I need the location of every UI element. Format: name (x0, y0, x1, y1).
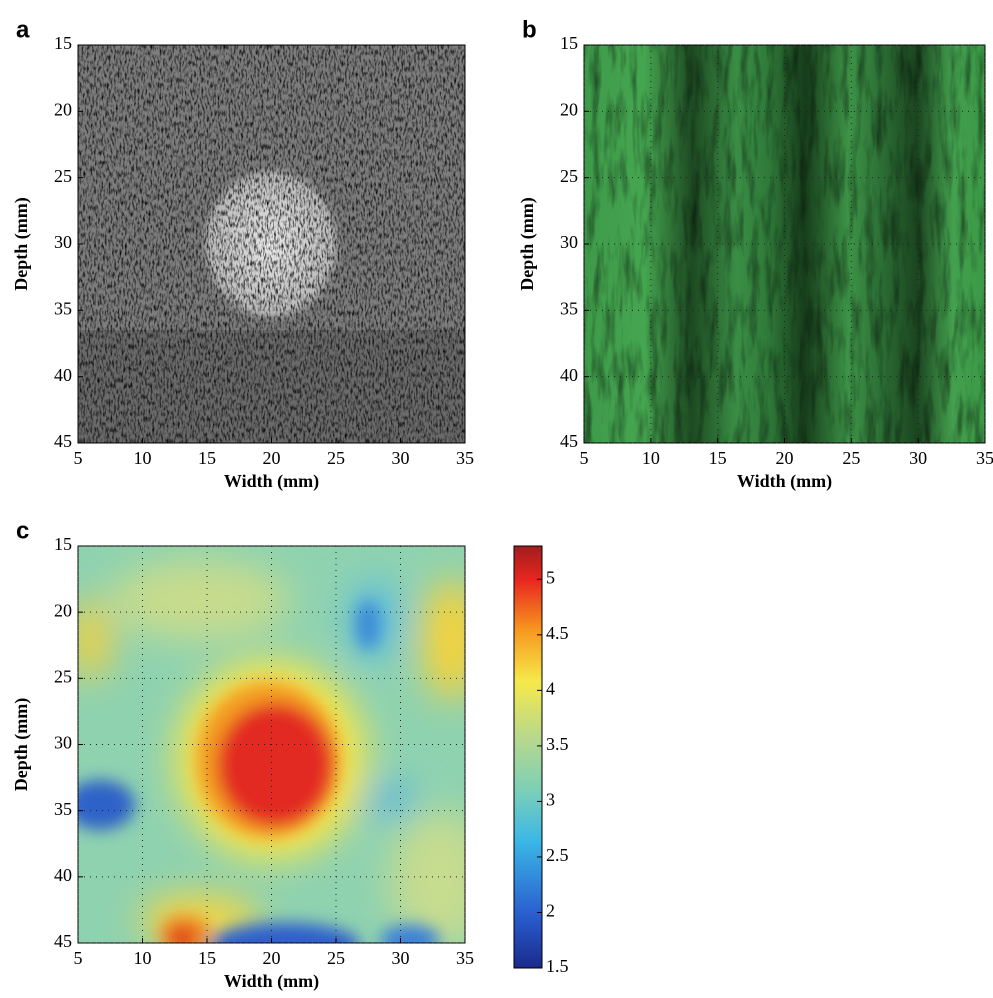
x-tick-label: 20 (263, 948, 281, 968)
x-tick-label: 10 (134, 948, 152, 968)
bmode-image (78, 45, 465, 443)
x-tick-label: 20 (776, 448, 794, 468)
y-tick-label: 15 (54, 534, 72, 554)
colorbar-tick-label: 3.5 (546, 734, 569, 754)
y-tick-label: 35 (54, 298, 72, 318)
y-tick-label: 20 (560, 99, 578, 119)
colorbar-tick-label: 3 (546, 790, 555, 810)
x-tick-label: 30 (392, 448, 410, 468)
x-tick-label: 15 (198, 948, 216, 968)
y-tick-label: 15 (54, 33, 72, 53)
x-tick-label: 25 (327, 448, 345, 468)
x-tick-label: 35 (456, 948, 474, 968)
x-tick-label: 10 (642, 448, 660, 468)
colorbar-tick-label: 1.5 (546, 956, 569, 976)
y-tick-label: 15 (560, 33, 578, 53)
y-tick-label: 35 (54, 799, 72, 819)
colorbar (513, 545, 543, 969)
y-tick-label: 20 (54, 600, 72, 620)
y-tick-label: 40 (54, 865, 72, 885)
elasticity-map (78, 546, 465, 943)
y-axis-label: Depth (mm) (11, 197, 32, 290)
colorbar-tick-label: 2.5 (546, 845, 569, 865)
y-tick-label: 20 (54, 99, 72, 119)
panel-label: b (522, 16, 537, 43)
y-tick-label: 30 (54, 232, 72, 252)
colorbar-tick-label: 5 (546, 567, 555, 587)
y-tick-label: 40 (560, 365, 578, 385)
x-tick-label: 25 (327, 948, 345, 968)
x-tick-label: 10 (134, 448, 152, 468)
panel-label: a (16, 16, 30, 43)
x-tick-label: 30 (392, 948, 410, 968)
x-tick-label: 15 (198, 448, 216, 468)
x-tick-label: 20 (263, 448, 281, 468)
x-axis-label: Width (mm) (224, 971, 319, 992)
y-tick-label: 25 (560, 166, 578, 186)
x-tick-label: 30 (909, 448, 927, 468)
x-tick-label: 15 (709, 448, 727, 468)
y-tick-label: 45 (560, 431, 578, 451)
x-tick-label: 35 (976, 448, 993, 468)
y-tick-label: 45 (54, 431, 72, 451)
y-tick-label: 45 (54, 931, 72, 951)
x-tick-label: 25 (842, 448, 860, 468)
panel-label: c (16, 517, 29, 544)
x-tick-label: 5 (74, 448, 83, 468)
x-axis-label: Width (mm) (737, 471, 832, 492)
colorbar-tick-label: 4.5 (546, 623, 569, 643)
x-tick-label: 35 (456, 448, 474, 468)
y-axis-label: Depth (mm) (11, 698, 32, 791)
y-axis-label: Depth (mm) (517, 197, 538, 290)
colorbar-tick-label: 4 (546, 678, 555, 698)
x-tick-label: 5 (580, 448, 589, 468)
y-tick-label: 25 (54, 166, 72, 186)
y-tick-label: 25 (54, 666, 72, 686)
x-axis-label: Width (mm) (224, 471, 319, 492)
y-tick-label: 35 (560, 298, 578, 318)
y-tick-label: 40 (54, 365, 72, 385)
colorbar-tick-label: 2 (546, 901, 555, 921)
y-tick-label: 30 (560, 232, 578, 252)
x-tick-label: 5 (74, 948, 83, 968)
y-tick-label: 30 (54, 733, 72, 753)
